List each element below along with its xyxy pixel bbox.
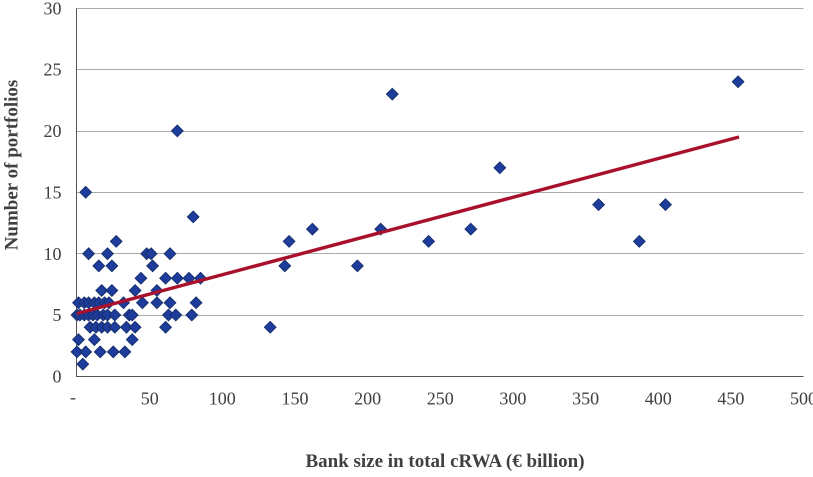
svg-text:450: 450 <box>717 389 744 409</box>
svg-text:50: 50 <box>141 389 159 409</box>
svg-text:300: 300 <box>499 389 526 409</box>
svg-text:200: 200 <box>354 389 381 409</box>
svg-text:500: 500 <box>790 389 813 409</box>
svg-text:0: 0 <box>53 367 62 387</box>
svg-text:Number of portfolios: Number of portfolios <box>2 80 23 251</box>
svg-text:25: 25 <box>44 60 62 80</box>
svg-text:400: 400 <box>645 389 672 409</box>
svg-text:10: 10 <box>44 244 62 264</box>
svg-text:30: 30 <box>44 0 62 18</box>
svg-text:20: 20 <box>44 121 62 141</box>
svg-text:-: - <box>70 387 76 407</box>
svg-text:Bank size in total cRWA (€ bil: Bank size in total cRWA (€ billion) <box>305 451 584 472</box>
svg-text:5: 5 <box>53 305 62 325</box>
svg-text:150: 150 <box>282 389 309 409</box>
svg-text:250: 250 <box>427 389 454 409</box>
svg-text:100: 100 <box>209 389 236 409</box>
svg-text:350: 350 <box>572 389 599 409</box>
svg-text:15: 15 <box>44 183 62 203</box>
